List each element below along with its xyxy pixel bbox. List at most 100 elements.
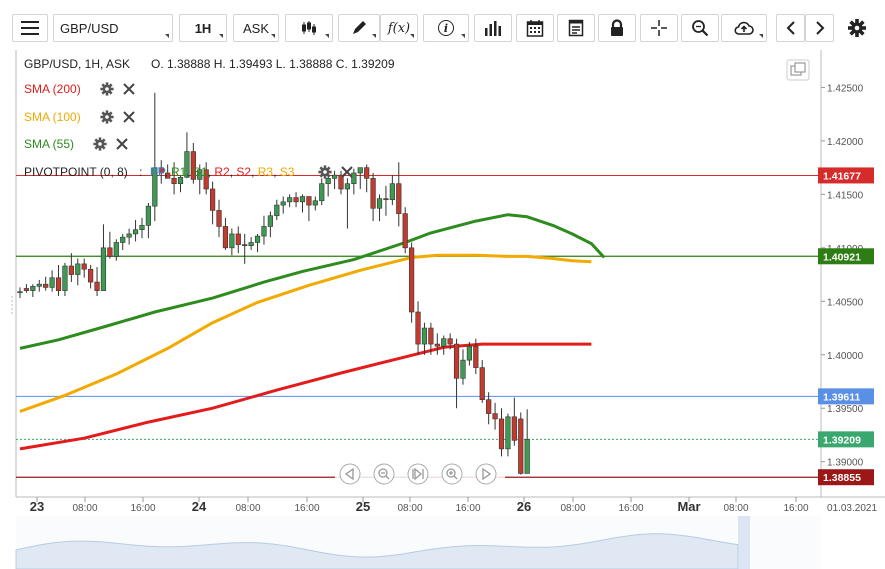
nav-zoom-in-button[interactable]	[441, 463, 463, 485]
price-chart[interactable]: 1.425001.420001.415001.410001.405001.400…	[0, 50, 885, 569]
navigator-area	[15, 533, 739, 569]
candle	[43, 276, 49, 291]
indicator-label: SMA (100)	[24, 110, 81, 124]
candle	[364, 164, 370, 193]
candle-body	[49, 277, 55, 288]
indicator-close-icon[interactable]	[341, 166, 353, 178]
candle-body	[242, 244, 248, 246]
navigator-strip[interactable]	[15, 516, 821, 569]
candle	[145, 202, 152, 239]
calendar-button[interactable]	[516, 14, 554, 42]
price-label: 1.39611	[823, 391, 861, 403]
candle	[466, 341, 473, 366]
nav-zoom-out-button[interactable]	[373, 463, 395, 485]
candle-body	[479, 367, 485, 400]
pivot-legend[interactable]: PIVOTPOINT (0, 8) : PP, R1, S1, R2, S2, …	[24, 165, 295, 179]
lock-button[interactable]	[598, 14, 636, 42]
candle-body	[158, 167, 164, 174]
candle	[158, 160, 164, 184]
draw-tool-button[interactable]	[338, 14, 380, 42]
candle	[280, 196, 286, 214]
candle	[486, 392, 492, 425]
candle-body	[511, 416, 517, 441]
candle	[306, 196, 312, 222]
settings-button[interactable]	[840, 14, 874, 42]
candle	[357, 167, 363, 190]
candle	[120, 233, 126, 250]
indicator-settings-icon[interactable]	[93, 137, 107, 151]
scroll-right-button[interactable]	[805, 14, 834, 42]
indicator-settings-icon[interactable]	[318, 165, 332, 179]
candle-body	[434, 343, 440, 347]
indicator-sma100[interactable]: SMA (100)	[24, 110, 81, 124]
scroll-left-button[interactable]	[776, 14, 805, 42]
candle	[396, 162, 402, 227]
y-tick-label: 1.40500	[827, 297, 864, 308]
candle	[415, 301, 421, 355]
candle	[113, 239, 119, 261]
candle	[389, 175, 395, 206]
candle	[94, 267, 100, 296]
reset-icon	[412, 467, 424, 481]
candle	[132, 220, 139, 242]
indicator-settings-icon[interactable]	[100, 82, 114, 96]
candle	[197, 164, 203, 195]
candle-body	[229, 233, 235, 249]
template-button[interactable]	[557, 14, 595, 42]
indicator-close-icon[interactable]	[116, 138, 128, 150]
timeframe-selector[interactable]: 1H	[179, 14, 227, 42]
candle-body	[299, 196, 306, 203]
candlestick-icon	[302, 21, 316, 35]
candle-body	[55, 277, 62, 291]
zoom-button[interactable]	[681, 14, 719, 42]
crosshair-button[interactable]	[640, 14, 678, 42]
popout-button[interactable]	[786, 59, 810, 81]
price-type-selector[interactable]: ASK	[233, 14, 279, 42]
candle-body	[165, 172, 171, 179]
instrument-info: GBP/USD, 1H, ASK	[24, 57, 130, 71]
indicator-close-icon[interactable]	[123, 111, 135, 123]
volume-button[interactable]	[474, 14, 512, 42]
candle-body	[248, 242, 254, 246]
indicator-close-icon[interactable]	[123, 83, 135, 95]
x-tick-label: 24	[192, 499, 207, 514]
candle-body	[113, 242, 119, 257]
candle	[216, 199, 222, 238]
candle	[383, 185, 389, 216]
candle	[210, 181, 216, 225]
candle-body	[43, 283, 49, 288]
magnifier-icon	[692, 20, 709, 37]
symbol-selector[interactable]: GBP/USD	[53, 14, 173, 42]
x-tick-label: 08:00	[235, 503, 260, 514]
info-button[interactable]: i	[423, 14, 469, 42]
candle-body	[36, 283, 42, 287]
indicator-settings-icon[interactable]	[100, 110, 114, 124]
candle	[261, 215, 267, 245]
document-icon	[568, 19, 584, 37]
y-tick-label: 1.39000	[827, 458, 864, 469]
candle	[81, 258, 87, 278]
indicator-sma55[interactable]: SMA (55)	[24, 137, 74, 151]
navigator-handle[interactable]	[738, 516, 750, 569]
nav-reset-button[interactable]	[407, 463, 429, 485]
candle	[376, 194, 383, 222]
upload-button[interactable]	[721, 14, 767, 42]
candle	[49, 270, 55, 292]
nav-back-button[interactable]	[339, 463, 361, 485]
price-label-box	[818, 469, 874, 486]
nav-forward-button[interactable]	[475, 463, 497, 485]
candle-body	[331, 174, 338, 179]
menu-button[interactable]	[12, 14, 48, 42]
info-icon: i	[438, 20, 454, 36]
chevron-left-icon	[786, 21, 795, 35]
chart-type-button[interactable]	[285, 14, 333, 42]
pivot-item-pp: PP	[150, 165, 166, 179]
candle-body	[139, 225, 145, 230]
candle	[428, 322, 434, 355]
x-tick-label: 16:00	[783, 503, 808, 514]
candle-body	[312, 200, 318, 206]
candle-body	[145, 205, 152, 226]
candle-body	[254, 235, 261, 243]
indicator-sma200[interactable]: SMA (200)	[24, 82, 81, 96]
indicators-button[interactable]: f(x)	[380, 14, 418, 42]
